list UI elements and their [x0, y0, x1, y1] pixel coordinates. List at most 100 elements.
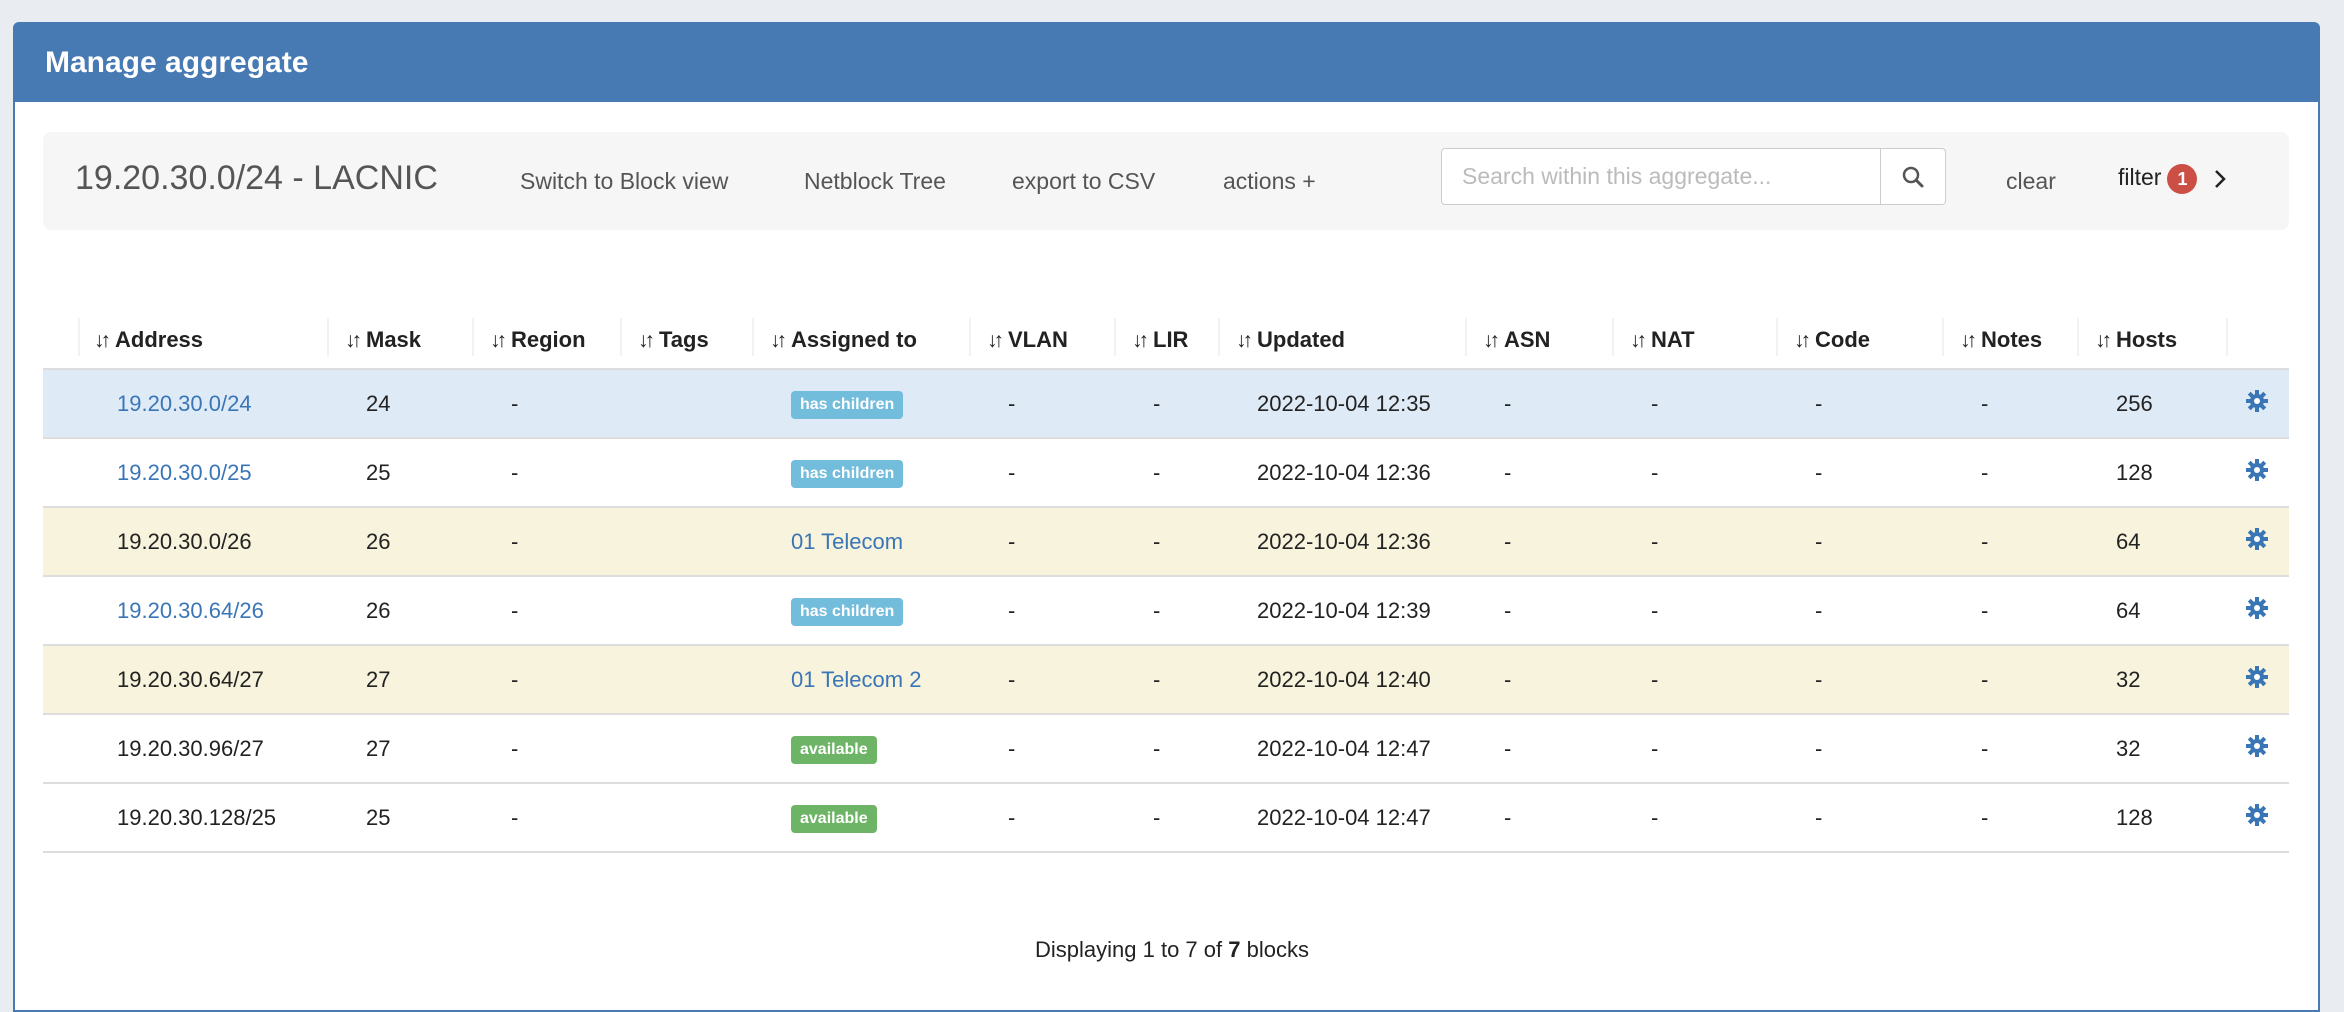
- table-row[interactable]: 19.20.30.64/27 27-01 Telecom 2- -2022-10-0…: [43, 645, 2289, 715]
- column-header-region[interactable]: ↓↑ Region: [472, 312, 620, 370]
- row-actions-cell: [2226, 576, 2289, 646]
- cell-tags: [620, 576, 752, 646]
- column-header-label: ASN: [1504, 327, 1551, 352]
- column-header-lir[interactable]: ↓↑ LIR: [1114, 312, 1218, 370]
- cell-vlan: -: [969, 369, 1114, 439]
- column-header-label: Hosts: [2116, 327, 2178, 352]
- cell-code: -: [1776, 714, 1942, 784]
- aggregate-toolbar: 19.20.30.0/24 - LACNIC Switch to Block v…: [43, 132, 2289, 230]
- column-header-code[interactable]: ↓↑ Code: [1776, 312, 1942, 370]
- cell-asn: -: [1465, 645, 1612, 715]
- search-input[interactable]: [1441, 148, 1881, 205]
- address-link[interactable]: 19.20.30.0/25: [117, 459, 252, 485]
- aggregate-title: 19.20.30.0/24 - LACNIC: [75, 159, 438, 197]
- gear-icon[interactable]: [2245, 803, 2269, 827]
- gear-icon[interactable]: [2245, 665, 2269, 689]
- pagination-summary: Displaying 1 to 7 of 7 blocks: [0, 937, 2344, 963]
- table-row[interactable]: 19.20.30.64/26 26- has children - -2022-10-0…: [43, 576, 2289, 646]
- cell-address: 19.20.30.0/24: [43, 369, 327, 439]
- cell-mask: 26: [327, 576, 472, 646]
- cell-tags: [620, 507, 752, 577]
- sort-icon: ↓↑: [1132, 329, 1149, 352]
- export-csv-link[interactable]: export to CSV: [1012, 168, 1156, 194]
- cell-notes: -: [1942, 438, 2077, 508]
- column-header-hosts[interactable]: ↓↑ Hosts: [2077, 312, 2226, 370]
- gear-icon[interactable]: [2245, 596, 2269, 620]
- cell-assigned: 01 Telecom 2: [752, 645, 969, 715]
- cell-address: 19.20.30.0/26: [43, 507, 327, 577]
- sort-icon: ↓↑: [987, 329, 1004, 352]
- cell-mask: 27: [327, 714, 472, 784]
- cell-region: -: [472, 714, 620, 784]
- cell-vlan: -: [969, 714, 1114, 784]
- cell-nat: -: [1612, 438, 1776, 508]
- gear-icon[interactable]: [2245, 458, 2269, 482]
- cell-tags: [620, 369, 752, 439]
- column-header-address[interactable]: ↓↑ Address: [43, 312, 327, 370]
- panel-title: Manage aggregate: [15, 24, 2318, 102]
- table-row[interactable]: 19.20.30.0/24 24- has children - -2022-10-04…: [43, 369, 2289, 439]
- cell-code: -: [1776, 576, 1942, 646]
- row-actions-cell: [2226, 507, 2289, 577]
- actions-menu[interactable]: actions +: [1223, 168, 1316, 194]
- table-row[interactable]: 19.20.30.96/27 27- available - -2022-10-04 1…: [43, 714, 2289, 784]
- column-header-updated[interactable]: ↓↑ Updated: [1218, 312, 1465, 370]
- table-row[interactable]: 19.20.30.0/25 25- has children - -2022-10-04…: [43, 438, 2289, 508]
- sort-icon: ↓↑: [1483, 329, 1500, 352]
- cell-updated: 2022-10-04 12:47: [1218, 714, 1465, 784]
- gear-icon[interactable]: [2245, 527, 2269, 551]
- cell-code: -: [1776, 645, 1942, 715]
- clear-link[interactable]: clear: [2006, 168, 2056, 194]
- netblock-tree-link[interactable]: Netblock Tree: [804, 168, 946, 194]
- customer-link[interactable]: 01 Telecom 2: [791, 666, 922, 692]
- column-header-asn[interactable]: ↓↑ ASN: [1465, 312, 1612, 370]
- gear-icon[interactable]: [2245, 389, 2269, 413]
- column-header-vlan[interactable]: ↓↑ VLAN: [969, 312, 1114, 370]
- cell-code: -: [1776, 438, 1942, 508]
- cell-asn: -: [1465, 507, 1612, 577]
- filter-toggle[interactable]: filter 1: [2118, 164, 2228, 194]
- row-actions-cell: [2226, 438, 2289, 508]
- column-header-label: LIR: [1153, 327, 1189, 352]
- address-link[interactable]: 19.20.30.0/24: [117, 390, 252, 416]
- cell-assigned: has children: [752, 369, 969, 439]
- address-link[interactable]: 19.20.30.64/26: [117, 597, 264, 623]
- cell-asn: -: [1465, 369, 1612, 439]
- blocks-table: ↓↑ Address ↓↑ Mask ↓↑ Region ↓↑ Tags ↓↑ Assigned …: [43, 312, 2289, 853]
- cell-mask: 25: [327, 783, 472, 853]
- search-button[interactable]: [1881, 148, 1946, 205]
- cell-address: 19.20.30.0/25: [43, 438, 327, 508]
- cell-address: 19.20.30.128/25: [43, 783, 327, 853]
- cell-vlan: -: [969, 783, 1114, 853]
- cell-address: 19.20.30.64/26: [43, 576, 327, 646]
- sort-icon: ↓↑: [1630, 329, 1647, 352]
- table-row[interactable]: 19.20.30.0/26 26-01 Telecom - -2022-10-04 1…: [43, 507, 2289, 577]
- gear-icon[interactable]: [2245, 734, 2269, 758]
- cell-tags: [620, 645, 752, 715]
- column-header-tags[interactable]: ↓↑ Tags: [620, 312, 752, 370]
- cell-assigned: available: [752, 714, 969, 784]
- cell-notes: -: [1942, 714, 2077, 784]
- column-header-assigned-to[interactable]: ↓↑ Assigned to: [752, 312, 969, 370]
- column-header-label: Tags: [659, 327, 709, 352]
- switch-block-view-link[interactable]: Switch to Block view: [520, 168, 729, 194]
- cell-tags: [620, 714, 752, 784]
- has-children-badge: has children: [791, 597, 904, 626]
- column-header-nat[interactable]: ↓↑ NAT: [1612, 312, 1776, 370]
- column-header-notes[interactable]: ↓↑ Notes: [1942, 312, 2077, 370]
- has-children-badge: has children: [791, 390, 904, 419]
- table-row[interactable]: 19.20.30.128/25 25- available - -2022-10-04 …: [43, 783, 2289, 853]
- sort-icon: ↓↑: [1960, 329, 1977, 352]
- cell-nat: -: [1612, 369, 1776, 439]
- cell-hosts: 128: [2077, 438, 2226, 508]
- cell-nat: -: [1612, 645, 1776, 715]
- column-header-label: Notes: [1981, 327, 2043, 352]
- column-header-mask[interactable]: ↓↑ Mask: [327, 312, 472, 370]
- cell-code: -: [1776, 783, 1942, 853]
- customer-link[interactable]: 01 Telecom: [791, 528, 904, 554]
- column-header-label: Mask: [366, 327, 422, 352]
- sort-icon: ↓↑: [770, 329, 787, 352]
- sort-icon: ↓↑: [638, 329, 655, 352]
- sort-icon: ↓↑: [94, 329, 111, 352]
- address-text: 19.20.30.96/27: [117, 735, 264, 761]
